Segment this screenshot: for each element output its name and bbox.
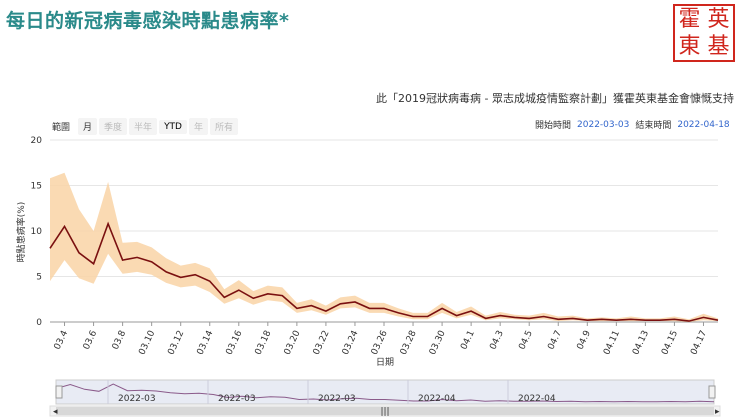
foundation-logo: 霍英東基 [673, 4, 735, 62]
navigator-date-label: 2022-04 [518, 394, 556, 404]
sponsor-note: 此「2019冠狀病毒病 - 眾志成城疫情監察計劃」獲霍英東基金會慷慨支持 [376, 92, 734, 105]
navigator-date-label: 2022-04 [418, 394, 456, 404]
scroll-left-arrow[interactable]: ◂ [53, 407, 58, 417]
y-tick-label: 20 [31, 136, 43, 146]
x-tick-label: 03.26 [370, 329, 390, 357]
y-tick-label: 10 [31, 227, 43, 237]
x-tick-label: 03.12 [166, 329, 186, 357]
x-tick-label: 03.10 [137, 329, 157, 357]
x-tick-label: 03.18 [254, 329, 274, 357]
navigator-series [55, 383, 715, 403]
end-date-input[interactable]: 2022-04-18 [677, 119, 730, 130]
x-tick-label: 03.20 [283, 329, 303, 357]
x-tick-label: 03.8 [111, 329, 129, 352]
x-axis-label: 日期 [376, 357, 394, 368]
x-tick-label: 04.7 [546, 329, 564, 351]
range-selector: 範圍 月 季度 半年 YTD 年 所有 [52, 118, 239, 135]
range-button-halfyear[interactable]: 半年 [129, 118, 158, 135]
navigator-scroll-thumb[interactable] [56, 407, 714, 415]
navigator-date-label: 2022-03 [318, 394, 356, 404]
x-tick-label: 04.3 [488, 329, 506, 351]
x-tick-label: 04.17 [689, 329, 709, 357]
start-date-input[interactable]: 2022-03-03 [577, 119, 630, 130]
y-axis-label: 時點患病率(%) [15, 202, 27, 263]
scroll-grip[interactable]: ||| [380, 407, 389, 417]
x-tick-label: 03.24 [341, 329, 361, 357]
scroll-right-arrow[interactable]: ▸ [715, 407, 720, 417]
x-tick-label: 04.9 [575, 329, 593, 352]
y-tick-label: 15 [31, 182, 42, 192]
page-title: 每日的新冠病毒感染時點患病率* [6, 10, 290, 32]
x-tick-label: 03.16 [225, 329, 245, 357]
navigator-date-label: 2022-03 [118, 394, 156, 404]
range-button-month[interactable]: 月 [78, 118, 98, 135]
start-date-label: 開始時間 [535, 121, 572, 131]
x-tick-label: 03.30 [428, 329, 448, 357]
range-button-quarter[interactable]: 季度 [99, 118, 128, 135]
range-button-ytd[interactable]: YTD [159, 119, 187, 134]
range-button-year[interactable]: 年 [189, 118, 209, 135]
x-tick-label: 04.11 [602, 329, 622, 357]
navigator-right-handle[interactable] [708, 385, 716, 399]
range-label: 範圍 [52, 123, 71, 133]
x-tick-label: 04.1 [459, 329, 477, 351]
x-tick-label: 03.28 [399, 329, 419, 357]
x-tick-label: 03.4 [53, 329, 71, 352]
navigator-date-label: 2022-03 [218, 394, 256, 404]
prevalence-line [49, 221, 719, 322]
x-tick-label: 03.22 [312, 329, 332, 357]
confidence-band [50, 172, 718, 322]
x-tick-label: 03.6 [82, 329, 100, 352]
date-range-inputs: 開始時間 2022-03-03 結束時間 2022-04-18 [535, 118, 730, 132]
x-tick-label: 04.13 [631, 329, 651, 357]
end-date-label: 結束時間 [635, 121, 672, 131]
x-tick-label: 03.14 [196, 329, 216, 357]
y-tick-label: 0 [36, 318, 42, 328]
range-button-all[interactable]: 所有 [210, 118, 239, 135]
y-tick-label: 5 [36, 273, 42, 283]
navigator-left-handle[interactable] [55, 385, 63, 399]
navigator[interactable]: 2022-03 2022-03 2022-03 2022-04 2022-04 ◂ ▸ … [49, 379, 721, 417]
x-tick-label: 04.5 [517, 329, 535, 351]
x-tick-label: 04.15 [660, 329, 680, 357]
